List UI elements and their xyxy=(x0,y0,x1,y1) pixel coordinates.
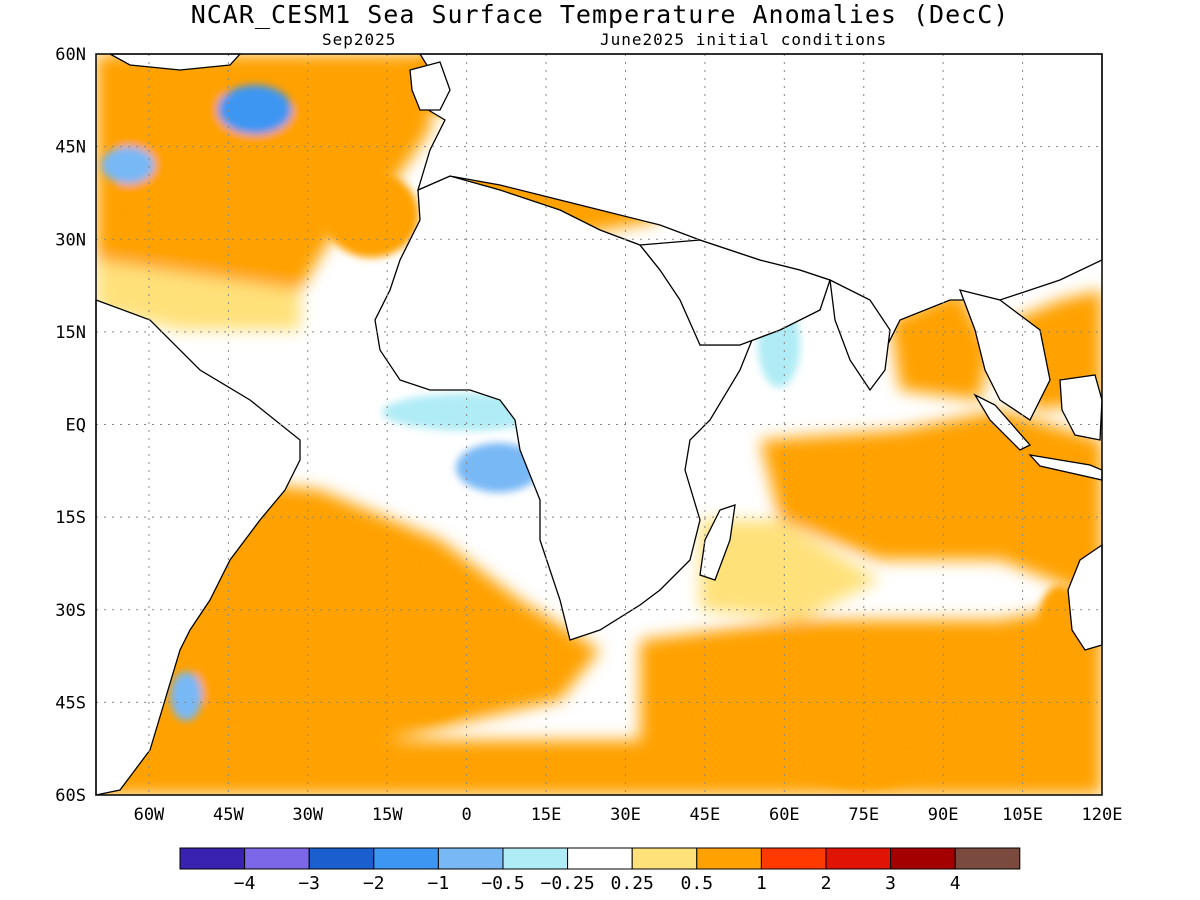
lon-label: 30E xyxy=(610,805,641,825)
british-isles-coastline xyxy=(409,61,451,111)
lat-label: 30N xyxy=(55,230,86,250)
borneo-coastline xyxy=(1059,374,1103,441)
colorbar-label: −0.5 xyxy=(481,873,524,894)
colorbar-swatch xyxy=(179,847,246,870)
colorbar-swatch xyxy=(502,847,569,870)
lon-label: 45W xyxy=(213,805,244,825)
longitude-labels: 60W 45W 30W 15W 0 15E 30E 45E 60E 75E 90E 105E 120E xyxy=(134,805,1123,825)
lon-label: 90E xyxy=(928,805,959,825)
colorbar-label: 0.5 xyxy=(681,873,714,894)
lon-label: 15W xyxy=(372,805,403,825)
colorbar-label: 4 xyxy=(950,873,961,894)
anomaly-cell-s-indian-45s-warm xyxy=(699,677,848,740)
colorbar-label: −1 xyxy=(428,873,450,894)
lat-label: 60N xyxy=(55,45,86,65)
colorbar-swatch xyxy=(760,847,827,870)
colorbar: −4 −3 −2 −1 −0.5 −0.25 0.25 0.5 1 2 3 4 xyxy=(179,847,1021,894)
colorbar-label: −2 xyxy=(363,873,385,894)
colorbar-label: −0.25 xyxy=(541,873,595,894)
colorbar-swatch xyxy=(373,847,439,870)
lon-label: 60E xyxy=(769,805,800,825)
anomaly-cell-n-atlantic-ridge-warm xyxy=(323,171,419,258)
colorbar-label: 1 xyxy=(756,873,767,894)
lon-label: 45E xyxy=(690,805,721,825)
anomaly-cell-s-indian-55s-warm xyxy=(810,751,917,789)
colorbar-swatch xyxy=(890,847,956,870)
anomaly-cell-labrador-cool xyxy=(217,84,292,135)
latitude-labels: 60N 45N 30N 15N EQ 15S 30S 45S 60S xyxy=(55,45,86,806)
colorbar-swatch xyxy=(825,847,892,870)
lat-label: 60S xyxy=(55,786,86,806)
india-coastline xyxy=(829,278,891,392)
lon-label: 0 xyxy=(462,805,472,825)
colorbar-swatch xyxy=(631,847,698,870)
europe-coastline xyxy=(416,53,1103,362)
south-america-coastline xyxy=(95,299,301,796)
colorbar-swatch xyxy=(954,847,1021,870)
colorbar-swatch xyxy=(244,847,310,870)
anomaly-cell-brazil-malvinas-warm xyxy=(191,652,319,715)
lat-label: 30S xyxy=(55,601,86,621)
anomaly-cell-south-atlantic-warm xyxy=(254,529,414,579)
colorbar-label: −3 xyxy=(298,873,320,894)
lon-label: 60W xyxy=(134,805,165,825)
init-conditions-label: June2025 initial conditions xyxy=(600,30,888,49)
anomaly-cell-kerguelen-warm xyxy=(884,702,949,740)
colorbar-label: 2 xyxy=(821,873,832,894)
colorbar-swatch xyxy=(308,847,375,870)
sumatra-coastline xyxy=(973,393,1032,451)
anomaly-cell-newfoundland-cool xyxy=(101,146,155,184)
colorbar-label: 0.25 xyxy=(611,873,654,894)
anomaly-cell-patagonia-cool xyxy=(170,671,202,721)
lat-label: 45S xyxy=(55,693,86,713)
lon-label: 120E xyxy=(1082,805,1123,825)
se-asia-coastline xyxy=(958,289,1051,421)
continents xyxy=(95,53,1103,796)
valid-month-label: Sep2025 xyxy=(322,30,397,49)
lon-label: 15E xyxy=(531,805,562,825)
lon-label: 75E xyxy=(848,805,879,825)
colorbar-swatch xyxy=(437,847,504,870)
colorbar-label: 3 xyxy=(885,873,896,894)
lat-label: 45N xyxy=(55,138,86,158)
graticule xyxy=(96,54,1102,795)
colorbar-swatch xyxy=(567,847,633,870)
madagascar-coastline xyxy=(699,504,736,581)
lon-label: 105E xyxy=(1002,805,1043,825)
lat-label: 15S xyxy=(55,508,86,528)
anomaly-cell-e-indian-warm xyxy=(937,436,1034,499)
anomaly-cell-angola-cool xyxy=(456,443,541,493)
lon-label: 30W xyxy=(292,805,323,825)
colorbar-swatch xyxy=(696,847,762,870)
lat-label: EQ xyxy=(66,416,86,436)
map-frame xyxy=(95,53,1103,796)
map-title: NCAR_CESM1 Sea Surface Temperature Anoma… xyxy=(190,0,1010,29)
lat-label: 15N xyxy=(55,323,86,343)
colorbar-label: −4 xyxy=(234,873,256,894)
anomaly-cell-nw-atlantic-warm xyxy=(111,91,345,240)
